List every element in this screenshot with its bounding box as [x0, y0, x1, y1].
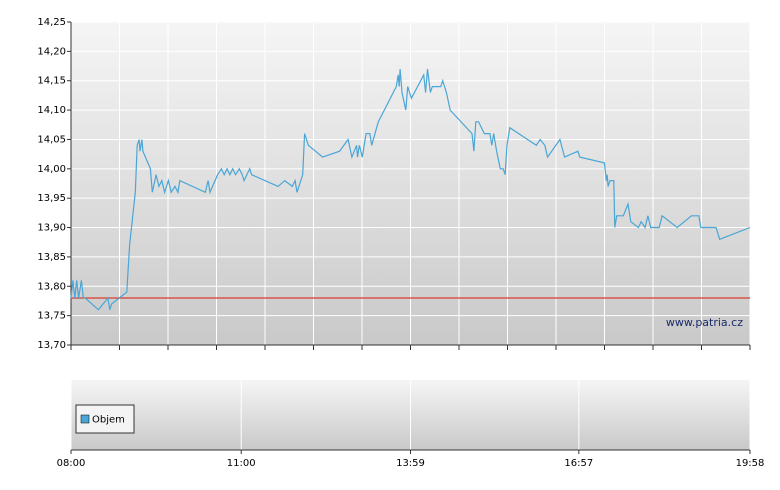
y-tick-label: 13,75	[37, 311, 66, 322]
y-tick-label: 14,05	[37, 134, 66, 145]
y-tick-label: 14,15	[37, 76, 66, 87]
x-tick-label: 11:00	[227, 458, 256, 469]
y-tick-label: 13,95	[37, 193, 66, 204]
y-tick-label: 13,90	[37, 223, 66, 234]
y-tick-label: 13,80	[37, 281, 66, 292]
y-tick-label: 14,25	[37, 17, 66, 28]
y-tick-label: 13,70	[37, 340, 66, 351]
x-tick-label: 19:58	[736, 458, 765, 469]
layer: 13,70 13,75 13,80 13,85 13,90 13,95 14,00 14,05…	[37, 17, 764, 469]
y-tick-label: 13,85	[37, 252, 66, 263]
x-tick-label: 13:59	[396, 458, 425, 469]
x-tick-label: 16:57	[564, 458, 593, 469]
legend-swatch	[80, 414, 90, 424]
watermark: www.patria.cz	[666, 316, 743, 329]
y-tick-label: 14,00	[37, 164, 66, 175]
legend-label: Objem	[92, 415, 125, 426]
x-tick-label: 08:00	[57, 458, 86, 469]
y-tick-label: 14,10	[37, 105, 66, 116]
y-tick-label: 14,20	[37, 46, 66, 57]
price-line	[70, 68, 751, 311]
